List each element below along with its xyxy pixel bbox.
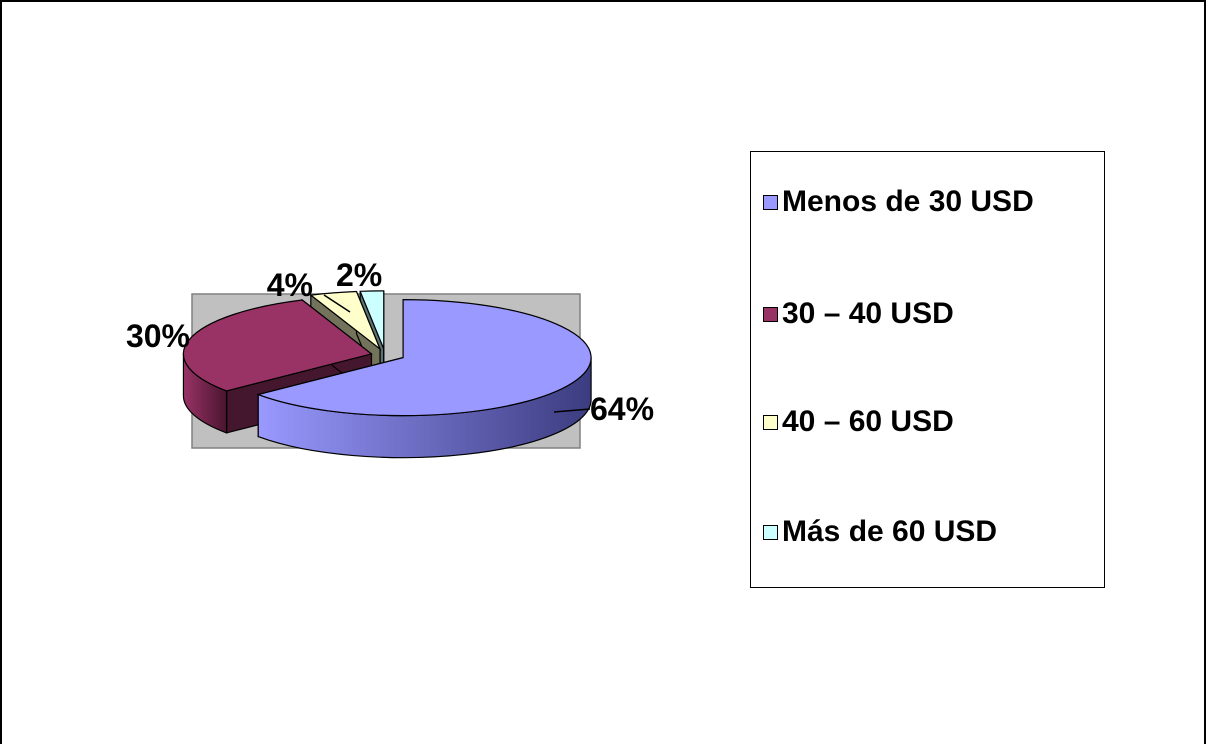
chart-legend: Menos de 30 USD 30 – 40 USD 40 – 60 USD … <box>750 151 1105 588</box>
legend-item-menos-de-30: Menos de 30 USD <box>763 182 1034 222</box>
legend-label-30-40: 30 – 40 USD <box>782 297 954 330</box>
legend-item-mas-de-60: Más de 60 USD <box>763 512 997 552</box>
data-label-leader-2 <box>323 294 351 313</box>
pie-slice-top-2 <box>309 290 382 351</box>
data-label-1: 30% <box>126 318 190 354</box>
legend-item-40-60: 40 – 60 USD <box>763 402 954 442</box>
pie-slice-top-1 <box>182 299 373 392</box>
data-label-2: 4% <box>267 267 313 303</box>
legend-swatch-30-40 <box>763 306 778 322</box>
legend-label-mas-de-60: Más de 60 USD <box>782 515 998 548</box>
legend-swatch-mas-de-60 <box>763 524 778 540</box>
pie-slice-top-0 <box>256 299 592 417</box>
legend-label-menos-de-30: Menos de 30 USD <box>782 185 1034 218</box>
pie-slice-top-3 <box>359 290 385 350</box>
data-label-leader-0 <box>553 408 591 413</box>
legend-swatch-menos-de-30 <box>763 194 778 210</box>
pie-slice-0 <box>256 299 592 459</box>
legend-label-40-60: 40 – 60 USD <box>782 405 954 438</box>
legend-swatch-40-60 <box>763 414 778 430</box>
data-label-0: 64% <box>590 391 654 427</box>
legend-item-30-40: 30 – 40 USD <box>763 294 954 334</box>
data-label-3: 2% <box>336 257 382 293</box>
